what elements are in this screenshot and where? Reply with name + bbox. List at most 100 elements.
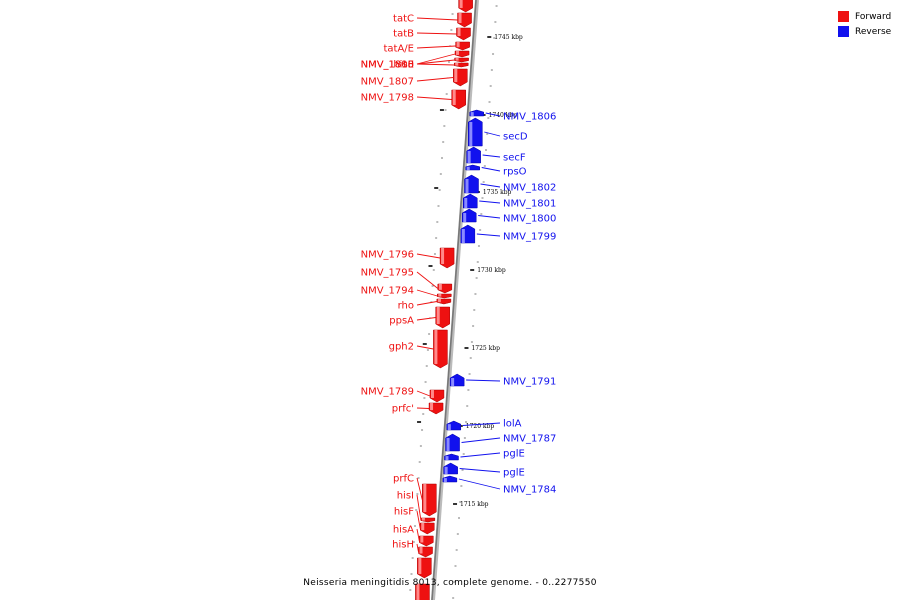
forward-gene-label[interactable]: tatC (393, 14, 414, 25)
forward-gene-label[interactable]: prfC (393, 474, 414, 485)
legend-label-forward: Forward (855, 11, 892, 22)
gene-highlight (420, 536, 424, 543)
map-title: Neisseria meningitidis 8013, complete ge… (303, 578, 597, 588)
reverse-gene-label[interactable]: NMV_1800 (503, 214, 556, 225)
gene-highlight (461, 229, 465, 243)
gene-leader-line (462, 422, 501, 426)
reverse-gene-label[interactable]: pglE (503, 449, 525, 460)
forward-gene-label[interactable]: rho (398, 301, 414, 312)
gene-leader-line (416, 510, 421, 529)
gene-highlight (444, 466, 448, 474)
forward-gene-label[interactable]: NMV_1808 (361, 60, 414, 71)
forward-gene-label[interactable]: gph2 (389, 342, 414, 353)
reverse-gene-label[interactable]: lolA (503, 419, 522, 430)
forward-swatch (838, 11, 849, 22)
gene-leader-line (416, 63, 455, 66)
reverse-gene-label[interactable]: NMV_1784 (503, 485, 556, 496)
reverse-gene-label[interactable]: NMV_1799 (503, 232, 556, 243)
reverse-gene-label[interactable]: NMV_1806 (503, 112, 556, 123)
reverse-gene-label[interactable]: NMV_1791 (503, 377, 556, 388)
gene-highlight (434, 330, 438, 364)
reverse-gene-label[interactable]: NMV_1787 (503, 434, 556, 445)
gene-leader-line (416, 32, 457, 35)
gene-highlight (438, 284, 442, 290)
gene-highlight (464, 198, 468, 208)
forward-gene-label[interactable]: hisH (392, 540, 414, 551)
genome-backbone (431, 0, 479, 600)
gene-highlight (416, 584, 420, 600)
gene-highlight (423, 484, 427, 512)
gene-features (415, 0, 484, 600)
gene-leader-line (416, 59, 455, 65)
tick-label: 1730 kbp (477, 267, 506, 274)
backbone-shadow (431, 0, 479, 600)
gene-highlight (456, 51, 460, 55)
gene-leader-line (485, 112, 501, 117)
forward-gene-label[interactable]: tatA/E (384, 44, 415, 55)
gene-highlight (469, 122, 473, 146)
gene-highlight (455, 63, 459, 66)
gene-highlight (441, 248, 445, 264)
reverse-swatch (838, 26, 849, 37)
gene-highlight (421, 523, 425, 531)
forward-gene-label[interactable]: hisA (393, 525, 414, 536)
tick-marks: 1745 kbp 1740 kbp 1735 kbp 1730 kbp 1725 kbp… (409, 5, 523, 599)
gene-highlight (467, 151, 471, 163)
gene-leader-line (458, 478, 501, 490)
gene-highlight (437, 299, 441, 303)
gene-highlight (418, 558, 422, 574)
reverse-gene-label[interactable]: secD (503, 132, 528, 143)
gene-leader-line (416, 253, 441, 259)
tick-label: 1725 kbp (471, 345, 500, 352)
forward-gene-label[interactable]: hisI (397, 491, 414, 502)
gene-highlight (446, 438, 450, 451)
gene-highlight (470, 112, 474, 116)
gene-leader-line (479, 200, 501, 204)
gene-leader-line (461, 437, 501, 443)
reverse-gene-label[interactable]: secF (503, 153, 526, 164)
gene-highlight (455, 58, 459, 61)
forward-gene-label[interactable]: NMV_1807 (361, 77, 414, 88)
legend-item-forward: Forward (838, 9, 891, 24)
forward-gene-label[interactable]: tatB (393, 29, 414, 40)
gene-highlight (458, 13, 462, 23)
forward-gene-label[interactable]: hisF (394, 507, 414, 518)
gene-leader-line (466, 379, 501, 382)
forward-gene-label[interactable]: prfc' (392, 404, 414, 415)
gene-leader-line (416, 53, 456, 65)
gene-highlight (438, 294, 442, 297)
reverse-gene-label[interactable]: NMV_1801 (503, 199, 556, 210)
forward-gene-label[interactable]: NMV_1810 (361, 60, 414, 71)
reverse-gene-label[interactable]: pglE (503, 468, 525, 479)
gene-highlight (436, 307, 440, 324)
gene-highlight (430, 403, 434, 411)
gene-highlight (457, 28, 461, 36)
forward-gene-label[interactable]: NMV_1796 (361, 250, 414, 261)
forward-gene-label[interactable]: NMV_1794 (361, 286, 414, 297)
gene-leader-line (416, 345, 434, 350)
gene-highlight (456, 42, 460, 48)
legend-item-reverse: Reverse (838, 24, 891, 39)
reverse-gene-label[interactable]: rpsO (503, 167, 527, 178)
gene-leader-line (476, 233, 501, 237)
legend-label-reverse: Reverse (855, 26, 892, 37)
gene-leader-line (480, 183, 501, 188)
forward-gene-label[interactable]: ppsA (389, 316, 414, 327)
gene-highlight (465, 179, 469, 193)
gene-highlight (466, 166, 470, 170)
gene-leader-line (416, 543, 419, 553)
reverse-gene-label[interactable]: NMV_1802 (503, 183, 556, 194)
gene-highlight (421, 518, 425, 521)
gene-leader-line (416, 77, 454, 82)
forward-gene-label[interactable]: hisE (393, 60, 414, 71)
gene-highlight (463, 213, 467, 222)
gene-highlight (430, 390, 434, 398)
forward-gene-label[interactable]: NMV_1789 (361, 387, 414, 398)
forward-gene-label[interactable]: NMV_1795 (361, 268, 414, 279)
forward-gene-label[interactable]: NMV_1798 (361, 93, 414, 104)
gene-highlight (445, 456, 449, 460)
gene-highlight (451, 378, 455, 386)
legend: Forward Reverse (838, 9, 891, 39)
